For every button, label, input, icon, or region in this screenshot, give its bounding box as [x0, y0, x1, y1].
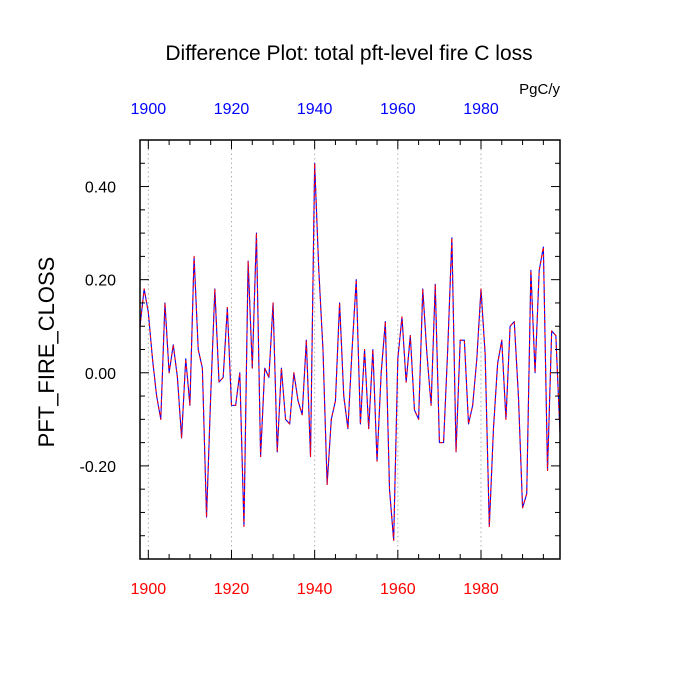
series-line-blue	[139, 162, 561, 541]
y-tick-label: 0.40	[85, 180, 116, 197]
x-tick-label-bottom: 1900	[131, 581, 167, 598]
x-tick-label-top: 1960	[380, 101, 416, 118]
chart-title: Difference Plot: total pft-level fire C …	[165, 42, 532, 65]
y-tick-label: 0.20	[85, 273, 116, 290]
tick-labels: 1900 1900 1920 1920 1940 1940 1960 1960 1980 1980…	[80, 101, 499, 598]
x-tick-label-bottom: 1960	[380, 581, 416, 598]
x-tick-label-top: 1900	[131, 101, 167, 118]
x-tick-label-top: 1920	[214, 101, 250, 118]
x-tick-label-bottom: 1920	[214, 581, 250, 598]
plot-frame	[139, 139, 561, 560]
series-lines	[139, 162, 561, 541]
x-tick-label-bottom: 1940	[297, 581, 333, 598]
y-axis-label: PFT_FIRE_CLOSS	[34, 257, 59, 448]
series-line-red-dashed	[139, 162, 561, 541]
units-label: PgC/y	[519, 81, 560, 98]
x-tick-label-top: 1940	[297, 101, 333, 118]
x-tick-label-top: 1980	[463, 101, 499, 118]
y-tick-label: 0.00	[85, 366, 116, 383]
axis-ticks	[140, 139, 560, 560]
y-tick-label: -0.20	[80, 459, 117, 476]
x-tick-label-bottom: 1980	[463, 581, 499, 598]
